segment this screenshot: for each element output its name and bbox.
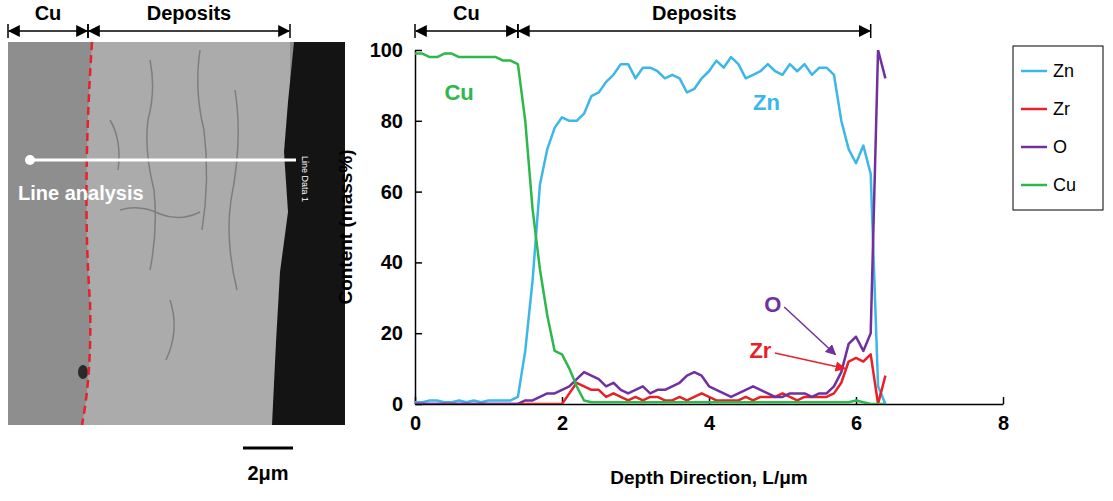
tick-label: 100: [370, 39, 403, 61]
annotation: Zr: [749, 338, 771, 363]
region-arrow: [416, 30, 517, 32]
legend-label: Cu: [1053, 175, 1076, 195]
tick-label: 40: [381, 251, 403, 273]
region-label: Cu: [35, 2, 62, 24]
crack: [120, 208, 200, 218]
tick: 20: [381, 322, 422, 344]
annotations: Cu Zn O Zr: [444, 80, 845, 369]
deposit-region: [82, 42, 290, 425]
crack: [229, 90, 238, 290]
tick: 40: [381, 251, 422, 273]
tick-label: 8: [998, 412, 1009, 434]
legend-swatch: [1021, 146, 1047, 149]
legend-box: [1013, 46, 1103, 210]
region-arrow-end: [414, 24, 416, 38]
figure: Line analysis Line Data 1 Cu Deposits 2μm 0 2 4…: [0, 0, 1113, 501]
tick-label: 6: [851, 412, 862, 434]
annotation-arrow: [775, 353, 845, 369]
tick-label: 2: [557, 412, 568, 434]
crack: [110, 120, 119, 170]
region-arrow-end: [517, 24, 519, 38]
legend-swatch: [1021, 108, 1047, 111]
region-arrow: [519, 30, 870, 32]
annotation: Cu: [444, 80, 473, 105]
annotation: O: [764, 292, 781, 317]
region-arrow: [89, 30, 289, 32]
legend: Zn Zr O Cu: [1013, 46, 1103, 210]
region-label: Deposits: [652, 2, 736, 24]
tick-label: 0: [392, 393, 403, 415]
axis-line: [415, 51, 417, 405]
chart: 02468020406080100Depth Direction, L/μmCo…: [335, 2, 1103, 488]
tick-mark: [415, 191, 422, 193]
tick-label: 20: [381, 322, 403, 344]
tick-label: 80: [381, 110, 403, 132]
legend-label: Zn: [1053, 61, 1074, 81]
region-label: Cu: [453, 2, 480, 24]
crack: [198, 50, 207, 230]
tick: 60: [381, 181, 422, 203]
annotation-arrow: [784, 307, 835, 354]
tick: 100: [370, 39, 422, 61]
tick-label: 4: [704, 412, 716, 434]
region-arrow-end: [87, 24, 89, 38]
scale-bar: [243, 447, 293, 450]
scale-label: 2μm: [247, 462, 288, 484]
data-label: Line Data 1: [300, 156, 310, 202]
tick: 80: [381, 110, 422, 132]
tick-label: 0: [410, 412, 421, 434]
tick-mark: [415, 121, 422, 123]
tick-mark: [415, 333, 422, 335]
region-arrow-end: [87, 24, 89, 38]
series-line: [415, 57, 885, 404]
x-axis-title: Depth Direction, L/μm: [610, 467, 807, 488]
image-panel: Line analysis Line Data 1 Cu Deposits 2μm: [8, 2, 345, 484]
region-arrow-end: [517, 24, 519, 38]
legend-label: O: [1053, 137, 1067, 157]
region-arrow: [9, 30, 87, 32]
legend-swatch: [1021, 70, 1047, 73]
tick-mark: [415, 50, 422, 52]
series-line: [415, 50, 885, 404]
annotation: Zn: [753, 90, 780, 115]
region-arrow-end: [7, 24, 9, 38]
legend-label: Zr: [1053, 99, 1070, 119]
analysis-line: [30, 159, 296, 162]
region-label: Deposits: [147, 2, 231, 24]
y-axis: 0 20 40 60 80 100: [370, 39, 422, 415]
interface-line: [82, 42, 92, 425]
line-label: Line analysis: [18, 182, 144, 204]
legend-swatch: [1021, 184, 1047, 187]
tick-mark: [1003, 397, 1005, 404]
analysis-start: [25, 155, 35, 165]
region-arrow-end: [870, 24, 872, 38]
pore: [78, 365, 88, 379]
y-axis-title: Content (mass%): [335, 149, 356, 304]
series-line: [415, 54, 885, 404]
substrate-region: [8, 42, 345, 425]
tick: 8: [998, 397, 1009, 434]
tick-label: 60: [381, 181, 403, 203]
crack: [147, 60, 155, 270]
tick-mark: [415, 262, 422, 264]
crack: [166, 300, 174, 360]
plot-lines: [415, 50, 885, 404]
region-arrow-end: [289, 24, 291, 38]
